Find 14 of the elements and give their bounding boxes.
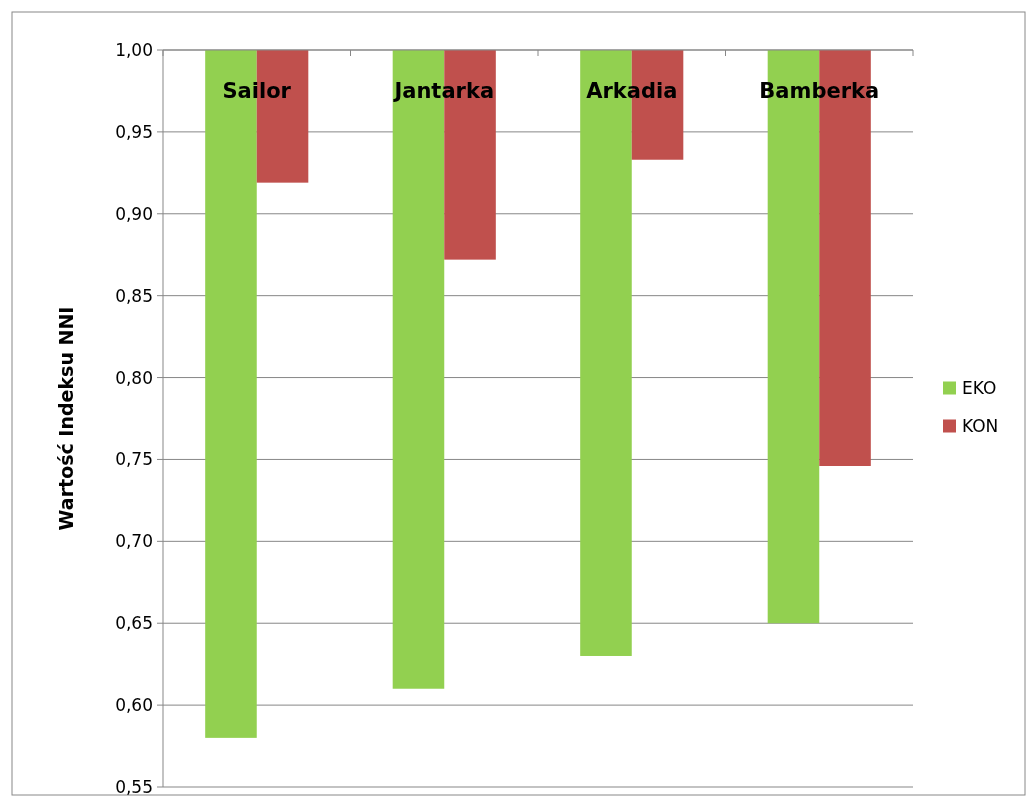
y-tick-label: 0,55 — [115, 776, 153, 797]
y-tick-label: 0,75 — [115, 449, 153, 470]
y-tick-label: 0,95 — [115, 121, 153, 142]
legend-label: KON — [962, 416, 999, 437]
y-tick-label: 1,00 — [115, 39, 153, 60]
y-tick-label: 0,90 — [115, 203, 153, 224]
y-tick-label: 0,80 — [115, 367, 153, 388]
x-tick-label: Bamberka — [759, 79, 880, 103]
y-tick-label: 0,70 — [115, 531, 153, 552]
y-axis-title: Wartość Indeksu NNI — [55, 306, 77, 531]
y-tick-label: 0,65 — [115, 613, 153, 634]
legend-label: EKO — [962, 378, 997, 399]
y-tick-label: 0,60 — [115, 695, 153, 716]
y-tick-label: 0,85 — [115, 285, 153, 306]
